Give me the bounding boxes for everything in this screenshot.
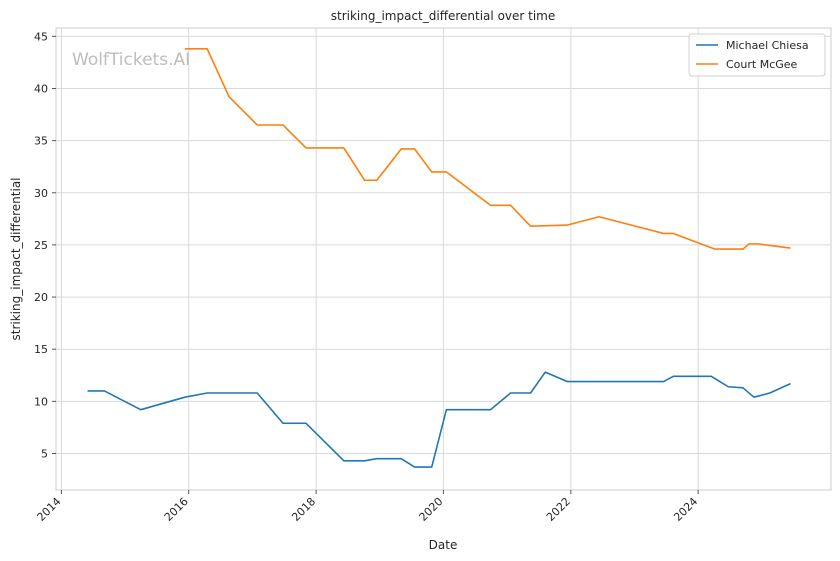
x-tick-label: 2020 [417, 495, 446, 524]
y-axis-ticks: 5 10 15 20 25 30 35 40 45 [34, 30, 56, 460]
y-tick-label: 25 [34, 239, 48, 252]
x-tick-label: 2024 [671, 495, 700, 524]
chart-title: striking_impact_differential over time [331, 9, 556, 23]
y-tick-label: 30 [34, 187, 48, 200]
x-tick-label: 2016 [162, 495, 191, 524]
x-tick-label: 2014 [35, 495, 64, 524]
watermark-logo: WolfTickets.AI [72, 50, 190, 70]
y-tick-label: 15 [34, 343, 48, 356]
x-axis-ticks: 2014 2016 2018 2020 2022 2024 [35, 490, 700, 524]
series-lines [87, 48, 791, 468]
y-tick-label: 40 [34, 82, 48, 95]
y-tick-label: 20 [34, 291, 48, 304]
x-tick-label: 2022 [544, 495, 573, 524]
y-tick-label: 5 [41, 447, 48, 460]
y-axis-title: striking_impact_differential [9, 177, 23, 340]
x-axis-title: Date [429, 538, 458, 552]
series-line-court-mcgee [184, 48, 791, 250]
series-line-michael-chiesa [87, 371, 791, 468]
y-tick-label: 10 [34, 395, 48, 408]
y-tick-label: 35 [34, 135, 48, 148]
legend: Michael Chiesa Court McGee [688, 33, 826, 77]
legend-label-court-mcgee: Court McGee [726, 58, 798, 71]
y-tick-label: 45 [34, 30, 48, 43]
x-tick-label: 2018 [289, 495, 318, 524]
legend-label-michael-chiesa: Michael Chiesa [726, 39, 809, 52]
legend-box [688, 33, 826, 77]
